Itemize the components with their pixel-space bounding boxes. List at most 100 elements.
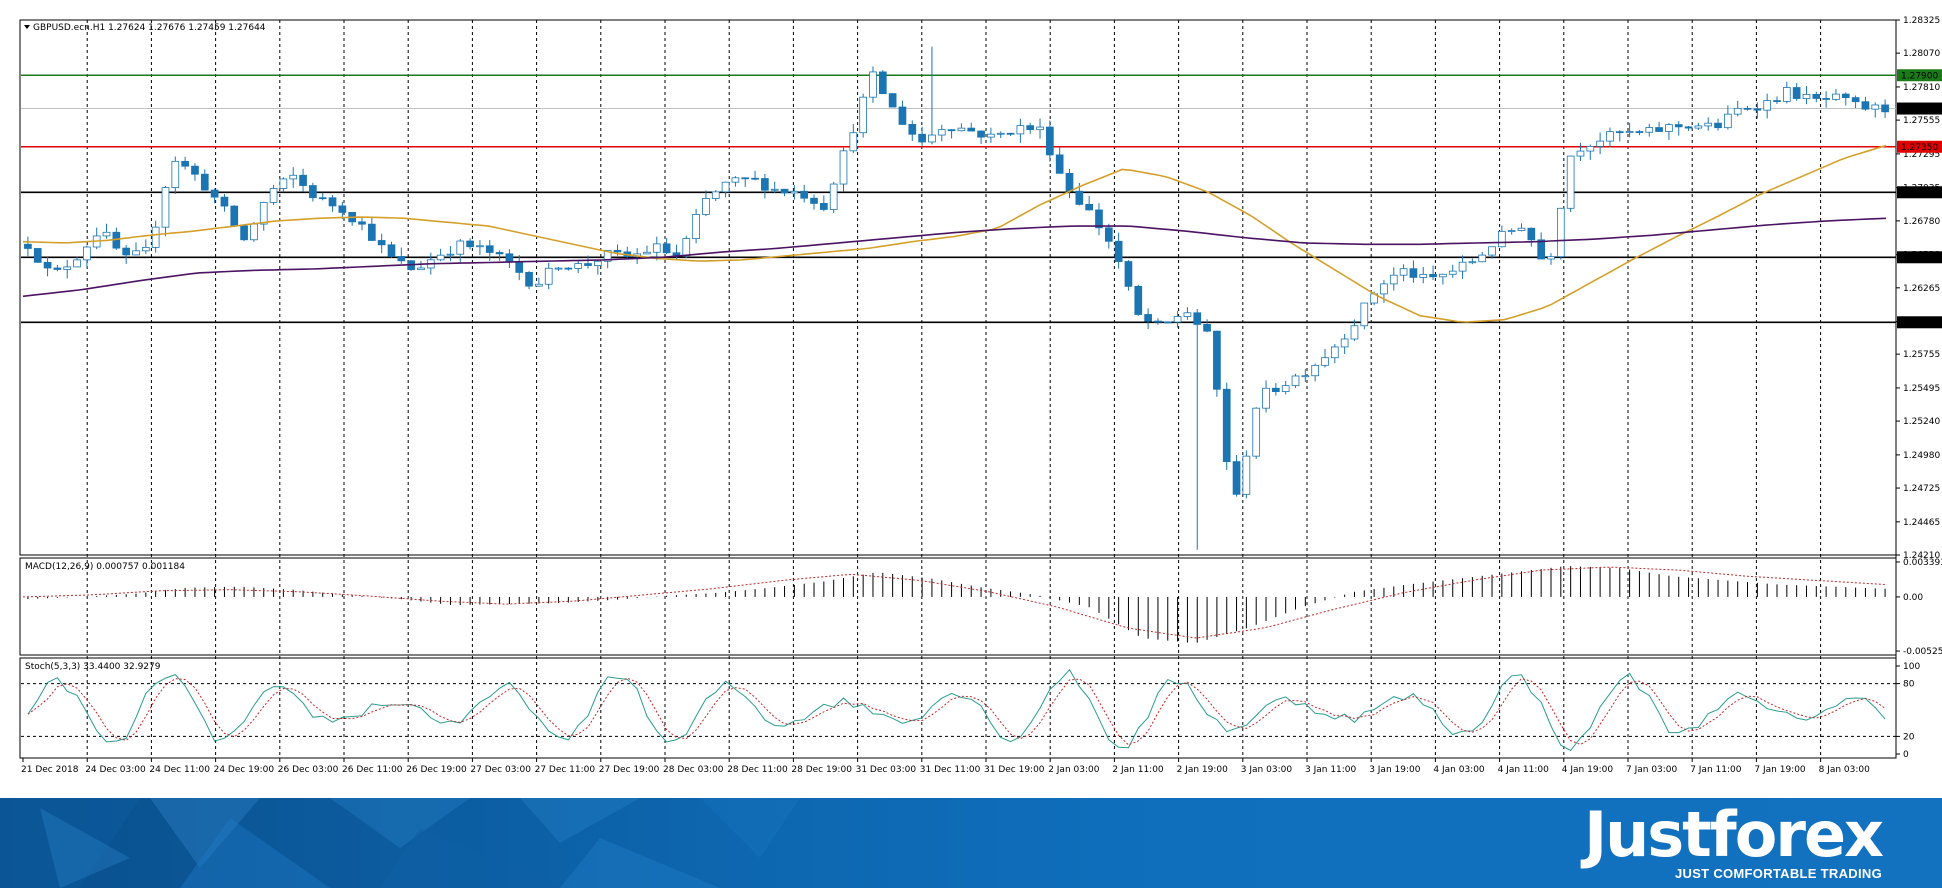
candle-body	[417, 267, 425, 271]
candle-body	[1114, 240, 1123, 262]
candle-body	[711, 191, 720, 199]
candle-body	[1173, 316, 1182, 323]
x-tick-label: 21 Dec 2018	[21, 765, 79, 775]
candle-body	[456, 240, 465, 255]
candle-body	[387, 244, 396, 257]
candle-body	[829, 183, 838, 210]
y-tick-label: 0.003393	[1903, 558, 1942, 568]
candle-body	[1399, 268, 1408, 276]
candle-body	[1291, 375, 1300, 387]
candle-body	[928, 134, 936, 143]
candle-body	[1841, 93, 1850, 99]
y-tick-label: 1.24210	[1903, 551, 1940, 561]
level-price-tag	[1897, 251, 1942, 264]
level-price-tag	[1897, 140, 1942, 153]
candle-body	[1507, 230, 1516, 232]
candle-body	[1792, 87, 1801, 99]
level-price-label: 1.27000	[1901, 188, 1938, 198]
candle-body	[1272, 387, 1280, 393]
stoch-main-line	[27, 668, 1886, 752]
candle-body	[1006, 132, 1015, 135]
x-tick-label: 4 Jan 19:00	[1562, 765, 1614, 775]
x-tick-label: 31 Dec 19:00	[984, 765, 1045, 775]
level-price-label: 1.27900	[1901, 71, 1938, 81]
candle-body	[240, 225, 248, 241]
candle-body	[820, 203, 828, 210]
candle-body	[937, 129, 946, 136]
candle-body	[1154, 320, 1162, 323]
candle-body	[594, 260, 602, 266]
y-tick-label: 0	[1903, 750, 1909, 760]
candle-body	[210, 189, 219, 198]
candle-body	[1203, 324, 1211, 332]
candle-body	[751, 177, 759, 180]
moving-average-fast-line	[22, 144, 1887, 323]
candle-body	[957, 127, 966, 132]
candle-body	[309, 185, 317, 199]
candle-body	[289, 174, 298, 180]
y-tick-label: 0.00	[1903, 593, 1923, 603]
x-tick-label: 28 Dec 03:00	[663, 765, 724, 775]
candle-body	[476, 245, 484, 248]
y-tick-label: 1.24980	[1903, 451, 1940, 461]
candle-body	[1222, 388, 1231, 462]
candle-body	[544, 267, 553, 285]
x-tick-label: 2 Jan 19:00	[1177, 765, 1229, 775]
candle-body	[1458, 261, 1467, 272]
candle-body	[800, 190, 809, 199]
chart-area[interactable]: 21 Dec 2018 24 Dec 03:00 24 Dec 11:00 24 De…	[0, 0, 1942, 798]
y-tick-label: 80	[1903, 680, 1915, 690]
x-tick-label: 27 Dec 11:00	[535, 765, 596, 775]
x-tick-label: 28 Dec 19:00	[791, 765, 852, 775]
candle-body	[1566, 155, 1575, 209]
y-tick-label: 1.24465	[1903, 518, 1940, 528]
candle-body	[947, 129, 956, 132]
stoch-signal-line	[27, 677, 1886, 746]
candle-body	[908, 124, 917, 135]
candle-body	[1065, 172, 1074, 192]
price-panel-frame	[19, 19, 1897, 556]
y-tick-label: 1.26265	[1903, 284, 1940, 294]
candle-body	[1645, 127, 1654, 133]
candle-body	[613, 249, 622, 253]
candle-body	[1380, 283, 1388, 295]
candle-body	[43, 261, 52, 269]
candle-body	[692, 214, 700, 239]
candle-body	[1743, 107, 1752, 110]
x-tick-label: 4 Jan 11:00	[1498, 765, 1550, 775]
candle-body	[1281, 385, 1290, 393]
candle-body	[790, 190, 799, 194]
candle-body	[770, 188, 779, 191]
candle-body	[73, 259, 81, 268]
x-tick-label: 26 Dec 11:00	[342, 765, 403, 775]
level-price-label: 1.26000	[1901, 318, 1938, 328]
candle-body	[1321, 357, 1329, 366]
candle-body	[1104, 227, 1113, 242]
candle-body	[1075, 190, 1084, 205]
candle-body	[721, 181, 730, 193]
candle-body	[132, 250, 140, 256]
candle-body	[574, 263, 583, 269]
candle-body	[1586, 146, 1595, 152]
macd-title: MACD(12,26,9) 0.000757 0.001184	[25, 562, 185, 572]
price-chart-svg[interactable]: 21 Dec 2018 24 Dec 03:00 24 Dec 11:00 24 De…	[0, 0, 1942, 798]
candle-body	[643, 251, 651, 255]
x-tick-label: 2 Jan 03:00	[1048, 765, 1100, 775]
candle-body	[682, 238, 691, 257]
candle-body	[603, 249, 612, 262]
x-tick-label: 7 Jan 03:00	[1626, 765, 1678, 775]
candle-body	[1615, 131, 1624, 134]
candle-body	[318, 197, 327, 200]
candle-body	[810, 197, 818, 204]
x-tick-label: 26 Dec 19:00	[406, 765, 467, 775]
candle-body	[1163, 321, 1172, 324]
candle-body	[652, 243, 661, 253]
candle-body	[849, 132, 858, 152]
y-tick-label: 20	[1903, 732, 1915, 742]
y-tick-label: 1.27555	[1903, 116, 1940, 126]
candle-body	[1851, 97, 1860, 103]
candle-body	[741, 177, 750, 180]
x-tick-label: 24 Dec 11:00	[149, 765, 210, 775]
candle-body	[869, 71, 877, 98]
candle-body	[83, 246, 91, 261]
